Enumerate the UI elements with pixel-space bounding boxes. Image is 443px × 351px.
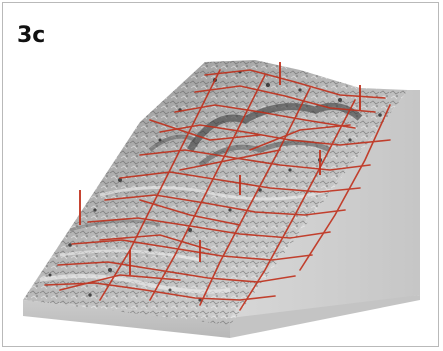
panel-label: 3c xyxy=(17,23,46,48)
block-front-face xyxy=(23,300,230,338)
block-side-face xyxy=(230,90,420,325)
red-line-network xyxy=(44,69,391,311)
red-vertical-pins xyxy=(79,62,361,275)
